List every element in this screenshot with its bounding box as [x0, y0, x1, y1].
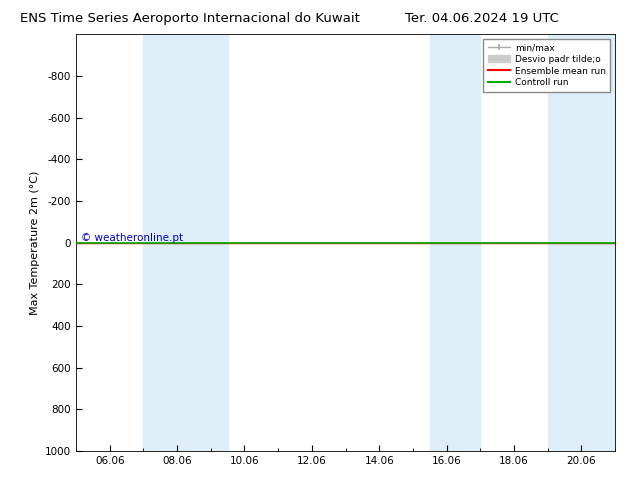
Bar — [548, 34, 615, 451]
Text: ENS Time Series Aeroporto Internacional do Kuwait: ENS Time Series Aeroporto Internacional … — [20, 12, 360, 25]
Legend: min/max, Desvio padr tilde;o, Ensemble mean run, Controll run: min/max, Desvio padr tilde;o, Ensemble m… — [483, 39, 611, 92]
Bar — [143, 34, 228, 451]
Bar — [430, 34, 481, 451]
Text: Ter. 04.06.2024 19 UTC: Ter. 04.06.2024 19 UTC — [405, 12, 559, 25]
Text: © weatheronline.pt: © weatheronline.pt — [81, 233, 184, 243]
Y-axis label: Max Temperature 2m (°C): Max Temperature 2m (°C) — [30, 171, 39, 315]
